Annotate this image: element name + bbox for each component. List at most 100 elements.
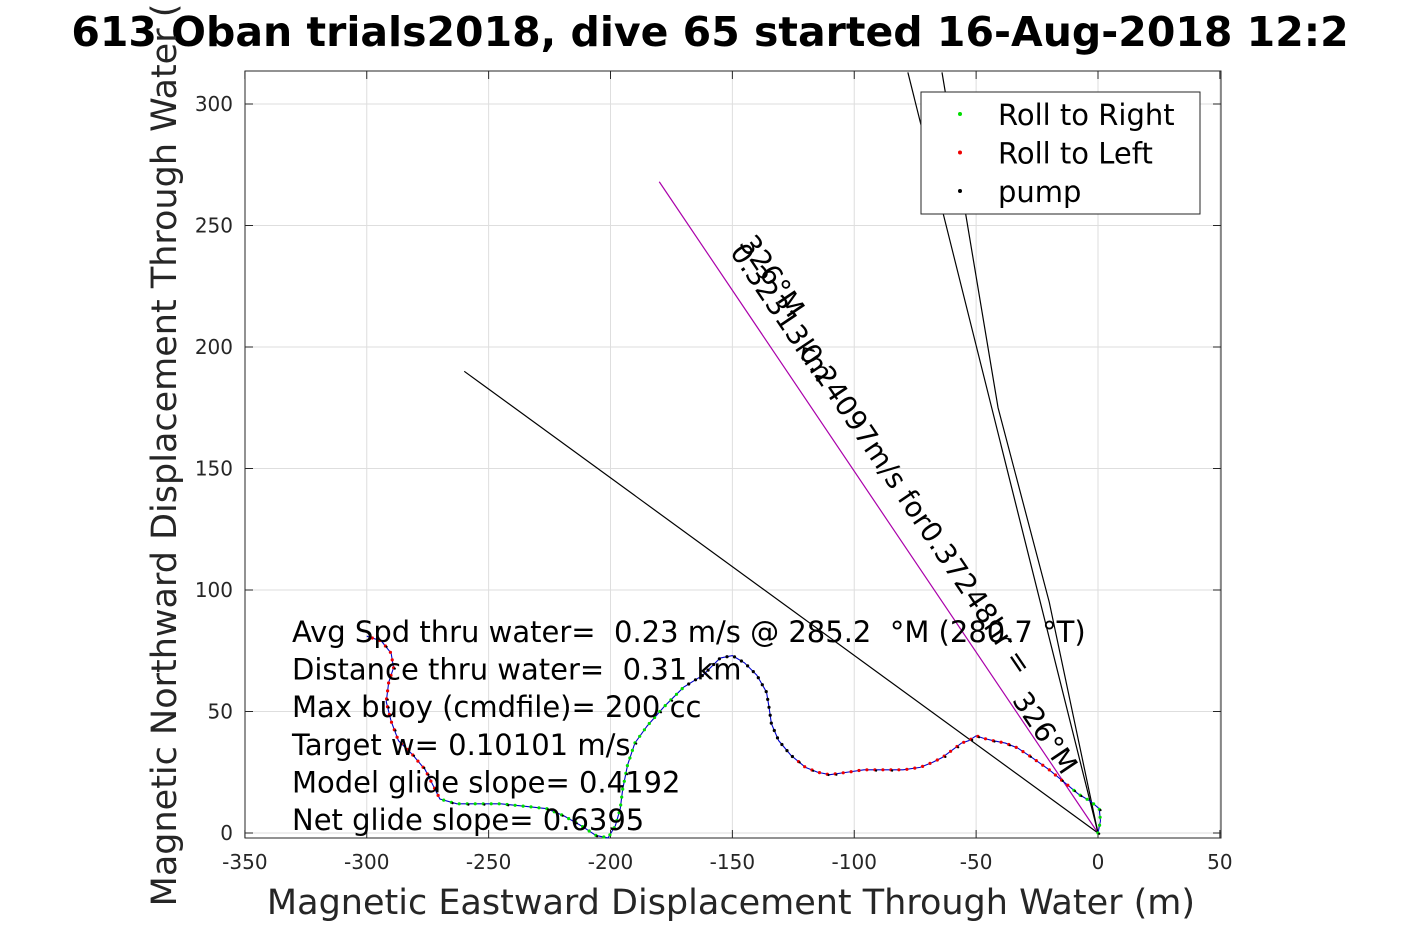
x-tick-label: -150	[710, 850, 755, 874]
track-marker	[436, 793, 440, 798]
track-marker	[767, 705, 771, 709]
track-marker	[962, 740, 966, 744]
pump-marker	[434, 787, 437, 791]
track-marker	[378, 638, 382, 643]
x-tick-labels: -350 -300 -250 -200 -150 -100 -50 0 50	[222, 850, 1232, 874]
track-marker	[935, 758, 939, 762]
track-marker	[387, 712, 391, 717]
track-marker	[617, 811, 621, 815]
pump-marker	[427, 773, 430, 776]
track-marker	[1034, 759, 1038, 763]
pump-marker	[944, 755, 947, 759]
y-axis-label: Magnetic Northward Displacement Through …	[145, 4, 185, 907]
track-marker	[775, 736, 780, 740]
track-marker	[529, 805, 533, 809]
track-marker	[405, 747, 409, 751]
dive-track	[366, 635, 1102, 839]
track-marker	[1053, 773, 1057, 777]
y-tick-label: 50	[208, 700, 233, 724]
track-marker	[1098, 823, 1102, 827]
track-marker	[370, 636, 374, 640]
track-marker	[897, 768, 901, 772]
track-marker	[489, 802, 493, 806]
shallow-line	[463, 370, 1099, 834]
track-marker	[857, 768, 861, 773]
info-text-block: Avg Spd thru water= 0.23 m/s @ 285.2 °M …	[291, 615, 1086, 837]
track-marker	[764, 690, 768, 694]
track-marker	[1085, 797, 1089, 801]
info-line: Max buoy (cmdfile)= 200 cc	[292, 690, 701, 724]
track-marker	[790, 754, 795, 759]
track-marker	[622, 779, 626, 783]
track-marker	[457, 802, 461, 806]
pump-marker	[394, 729, 397, 732]
heading-line	[658, 181, 1099, 834]
pump-marker	[423, 766, 426, 770]
track-marker	[674, 692, 679, 696]
legend-marker	[958, 150, 962, 155]
legend-label: Roll to Right	[998, 98, 1175, 132]
track-marker	[388, 650, 392, 654]
track-marker	[1047, 768, 1051, 772]
track-marker	[1066, 783, 1070, 787]
pump-marker	[1099, 809, 1102, 812]
reference-lines	[463, 72, 1099, 834]
track-marker	[625, 764, 630, 768]
track-marker	[1098, 815, 1102, 819]
legend-label: pump	[998, 175, 1081, 209]
info-line: Net glide slope= 0.6395	[292, 803, 644, 837]
track-marker	[1014, 745, 1018, 750]
pump-marker	[635, 742, 638, 745]
pump-marker	[614, 827, 617, 830]
track-marker	[390, 658, 394, 662]
x-tick-label: -200	[588, 850, 633, 874]
track-marker	[725, 655, 729, 659]
track-marker	[521, 804, 525, 808]
x-tick-label: 0	[1092, 850, 1105, 874]
track-marker	[1041, 763, 1045, 767]
track-marker	[772, 728, 776, 733]
track-marker	[497, 802, 501, 806]
track-marker	[905, 767, 909, 771]
track-marker	[803, 765, 807, 769]
pump-marker	[875, 769, 878, 772]
track-marker	[619, 803, 623, 807]
track-marker	[429, 779, 433, 783]
track-marker	[780, 742, 784, 747]
legend-marker	[958, 189, 962, 193]
pump-marker	[798, 761, 801, 764]
track-marker	[537, 806, 541, 810]
track-marker	[849, 770, 853, 774]
track-marker	[732, 655, 737, 659]
track-marker	[473, 802, 477, 806]
legend: Roll to Right Roll to Left pump	[920, 91, 1201, 215]
track-marker	[1092, 802, 1096, 806]
legend-label: Roll to Left	[998, 137, 1153, 171]
x-tick-label: -350	[222, 850, 267, 874]
track-marker	[416, 759, 420, 763]
track-marker	[687, 682, 691, 686]
track-marker	[769, 721, 773, 725]
pump-marker	[617, 820, 620, 823]
track-marker	[621, 787, 625, 791]
x-tick-label: -250	[466, 850, 511, 874]
legend-marker	[958, 112, 962, 116]
track-marker	[712, 662, 716, 667]
x-tick-label: -100	[832, 850, 877, 874]
track-marker	[717, 657, 722, 661]
track-marker	[766, 697, 770, 702]
pump-marker	[596, 835, 599, 838]
track-marker	[785, 749, 789, 753]
track-marker	[949, 749, 953, 753]
track-marker	[389, 720, 394, 724]
track-marker	[387, 681, 391, 685]
track-marker	[928, 761, 932, 766]
track-marker	[817, 771, 822, 775]
pump-marker	[827, 773, 830, 777]
track-marker	[983, 737, 988, 741]
track-marker	[653, 715, 657, 720]
x-axis-label: Magnetic Eastward Displacement Through W…	[267, 883, 1195, 923]
track-marker	[386, 689, 390, 693]
track-marker	[693, 678, 698, 682]
